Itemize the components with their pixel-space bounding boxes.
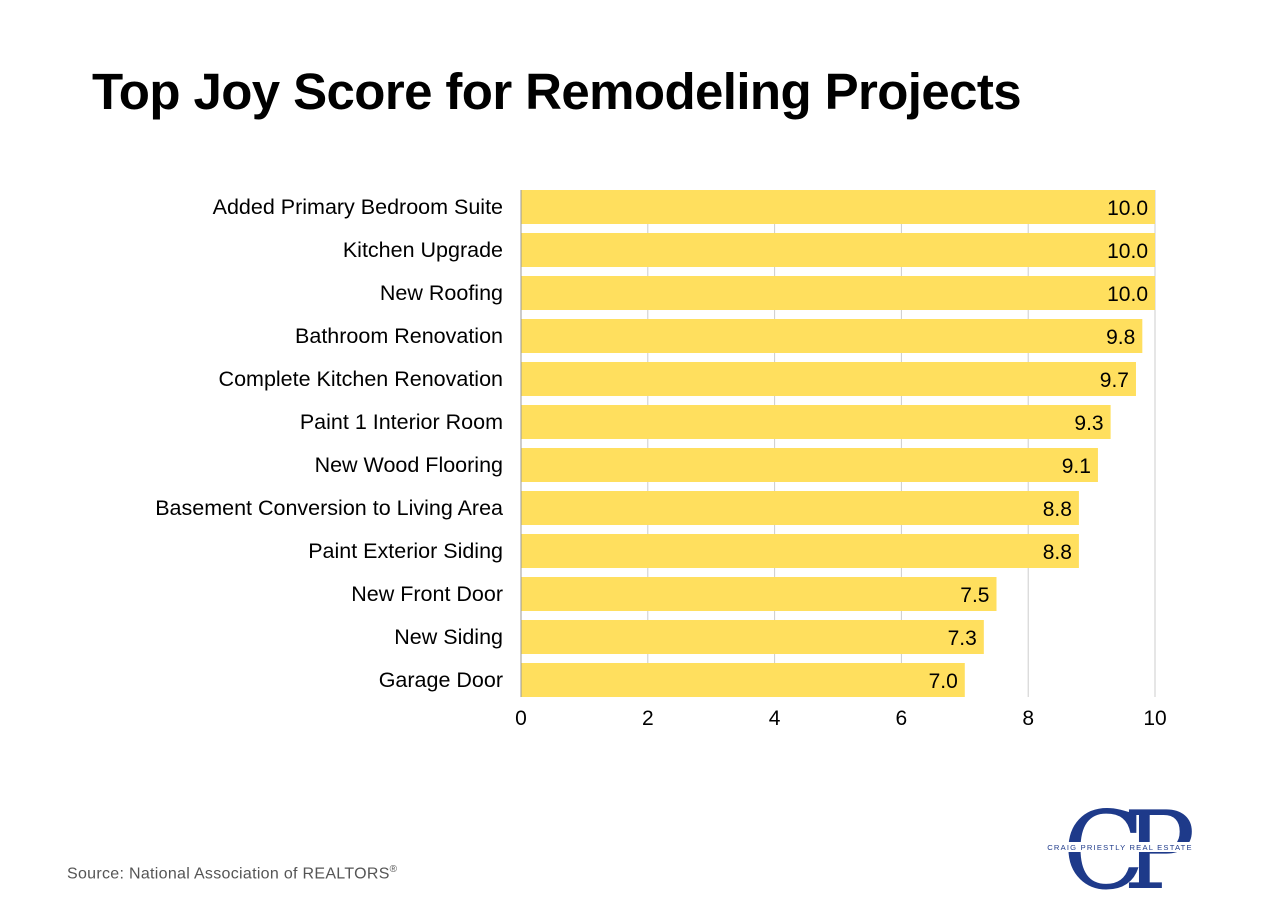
category-label: Garage Door [379, 668, 503, 692]
bar-value-label: 7.3 [948, 627, 977, 650]
bar-value-label: 10.0 [1107, 240, 1148, 263]
category-label: Kitchen Upgrade [343, 238, 503, 262]
bar-value-label: 9.8 [1106, 326, 1135, 349]
bar [521, 405, 1111, 439]
bar [521, 491, 1079, 525]
source-note: Source: National Association of REALTORS… [67, 864, 397, 883]
x-tick-label: 10 [1143, 707, 1166, 730]
x-tick-label: 0 [515, 707, 527, 730]
category-label: Added Primary Bedroom Suite [213, 195, 503, 219]
category-label: New Front Door [351, 582, 503, 606]
bar [521, 276, 1155, 310]
bar [521, 534, 1079, 568]
bar [521, 233, 1155, 267]
bar-value-label: 8.8 [1043, 498, 1072, 521]
category-label: Bathroom Renovation [295, 324, 503, 348]
logo-wordmark: CRAIG PRIESTLY REAL ESTATE [1047, 843, 1193, 852]
bar-value-label: 8.8 [1043, 541, 1072, 564]
bar-value-label: 9.3 [1074, 412, 1103, 435]
bar [521, 577, 997, 611]
bar-value-label: 10.0 [1107, 283, 1148, 306]
registered-mark: ® [389, 864, 398, 875]
bar [521, 319, 1143, 353]
category-label: New Wood Flooring [315, 453, 503, 477]
category-label: Basement Conversion to Living Area [155, 496, 503, 520]
category-label: New Roofing [380, 281, 503, 305]
category-label: Complete Kitchen Renovation [219, 367, 503, 391]
category-label: New Siding [394, 625, 503, 649]
chart-title: Top Joy Score for Remodeling Projects [92, 63, 1022, 120]
bar-value-label: 9.1 [1062, 455, 1091, 478]
source-text: Source: National Association of REALTORS [67, 865, 390, 883]
bar [521, 448, 1098, 482]
x-tick-label: 6 [896, 707, 908, 730]
bar [521, 620, 984, 654]
bar-value-label: 7.0 [929, 670, 958, 693]
x-tick-label: 2 [642, 707, 654, 730]
category-label: Paint Exterior Siding [308, 539, 503, 563]
logo-band [1040, 842, 1200, 852]
bar [521, 663, 965, 697]
x-tick-label: 8 [1022, 707, 1034, 730]
bar-value-label: 7.5 [960, 584, 989, 607]
bar [521, 362, 1136, 396]
x-tick-label: 4 [769, 707, 781, 730]
category-label: Paint 1 Interior Room [300, 410, 503, 434]
bar [521, 190, 1155, 224]
bar-value-label: 10.0 [1107, 197, 1148, 220]
bar-value-label: 9.7 [1100, 369, 1129, 392]
brand-logo: CP CRAIG PRIESTLY REAL ESTATE [1040, 792, 1200, 902]
